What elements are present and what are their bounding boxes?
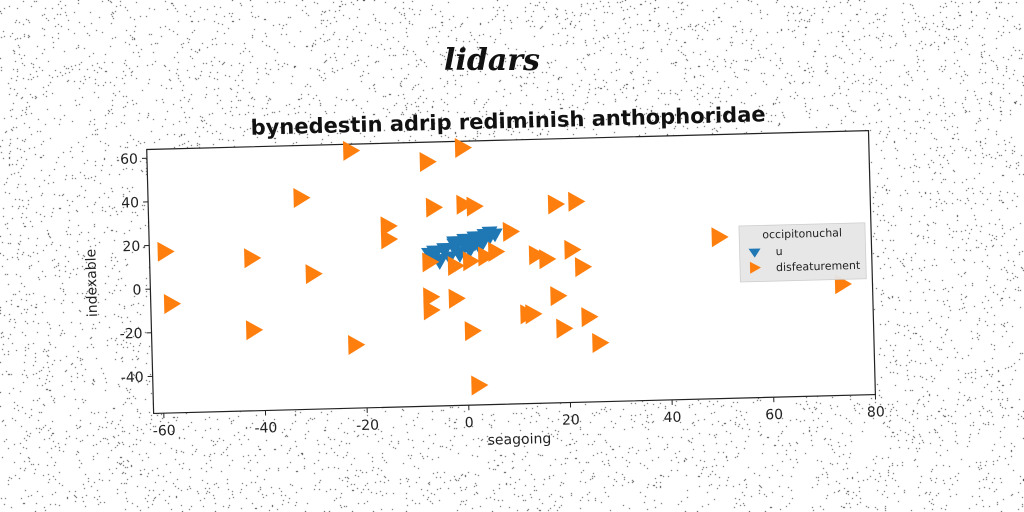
point-disfeaturement bbox=[425, 197, 444, 218]
point-disfeaturement bbox=[564, 239, 582, 260]
x-tick-label: -20 bbox=[356, 418, 379, 435]
point-disfeaturement bbox=[539, 249, 557, 270]
series-u bbox=[421, 226, 503, 270]
point-disfeaturement bbox=[245, 320, 264, 341]
x-axis-label: seagoing bbox=[487, 431, 551, 449]
point-disfeaturement bbox=[447, 256, 465, 277]
chart-title: bynedestin adrip rediminish anthophorida… bbox=[250, 102, 766, 139]
axes-group: bynedestin adrip rediminish anthophorida… bbox=[83, 102, 885, 449]
x-tick-label: -40 bbox=[254, 420, 277, 437]
point-disfeaturement bbox=[454, 137, 473, 158]
x-tick-label: 60 bbox=[765, 407, 783, 423]
point-u bbox=[446, 236, 463, 250]
point-disfeaturement bbox=[581, 307, 599, 328]
point-disfeaturement bbox=[348, 335, 366, 356]
point-u bbox=[431, 256, 448, 270]
y-axis: 60 40 20 0 -20 -40 bbox=[119, 151, 153, 387]
x-tick-label: 20 bbox=[562, 412, 580, 428]
legend-box bbox=[738, 222, 867, 283]
point-disfeaturement bbox=[464, 321, 482, 342]
point-disfeaturement bbox=[244, 248, 262, 269]
point-disfeaturement bbox=[462, 251, 481, 272]
point-disfeaturement bbox=[502, 221, 520, 242]
point-disfeaturement bbox=[568, 191, 586, 212]
point-disfeaturement bbox=[556, 318, 574, 339]
point-disfeaturement bbox=[525, 304, 543, 325]
point-disfeaturement bbox=[422, 252, 440, 273]
y-tick-label: 20 bbox=[122, 239, 140, 255]
y-tick-label: -20 bbox=[119, 326, 142, 343]
point-disfeaturement bbox=[592, 333, 610, 354]
y-tick-label: 60 bbox=[120, 151, 138, 167]
legend-title: occipitonuchal bbox=[762, 226, 842, 241]
x-tick-label: 80 bbox=[867, 404, 885, 420]
point-disfeaturement bbox=[528, 245, 547, 266]
legend-label-disfeaturement: disfeaturement bbox=[776, 259, 861, 274]
point-disfeaturement bbox=[305, 264, 323, 285]
legend: occipitonuchal u disfeaturement bbox=[738, 222, 867, 283]
point-disfeaturement bbox=[423, 300, 441, 321]
point-disfeaturement bbox=[550, 286, 568, 307]
point-disfeaturement bbox=[547, 194, 566, 215]
point-u bbox=[466, 237, 483, 252]
x-tick-label: 40 bbox=[663, 410, 681, 426]
y-tick-label: 40 bbox=[121, 195, 139, 211]
point-disfeaturement bbox=[380, 229, 399, 250]
point-u bbox=[481, 226, 498, 241]
series-disfeaturement bbox=[157, 137, 852, 396]
point-disfeaturement bbox=[380, 216, 398, 237]
point-disfeaturement bbox=[488, 241, 506, 262]
figure-suptitle: lidars bbox=[444, 43, 540, 78]
legend-label-u: u bbox=[775, 245, 782, 258]
x-tick-label: 0 bbox=[465, 415, 474, 431]
y-tick-label: 0 bbox=[132, 282, 141, 298]
point-disfeaturement bbox=[419, 152, 437, 173]
x-axis: -60 -40 -20 0 20 40 60 80 bbox=[153, 394, 885, 440]
point-disfeaturement bbox=[342, 140, 361, 161]
point-disfeaturement bbox=[471, 375, 489, 396]
legend-marker-disfeaturement bbox=[749, 261, 762, 274]
x-tick-label: -60 bbox=[153, 423, 176, 440]
point-disfeaturement bbox=[157, 241, 175, 262]
point-u bbox=[426, 245, 443, 260]
point-disfeaturement bbox=[711, 227, 729, 248]
point-disfeaturement bbox=[456, 194, 474, 215]
y-axis-label: indexable bbox=[83, 249, 101, 318]
point-disfeaturement bbox=[477, 246, 496, 267]
point-disfeaturement bbox=[466, 196, 484, 217]
point-disfeaturement bbox=[448, 288, 466, 309]
point-disfeaturement bbox=[293, 188, 311, 209]
point-disfeaturement bbox=[423, 287, 441, 308]
point-disfeaturement bbox=[574, 257, 593, 278]
y-tick-label: -40 bbox=[121, 370, 144, 387]
legend-marker-u bbox=[748, 248, 761, 258]
point-disfeaturement bbox=[163, 294, 182, 315]
plot-area bbox=[146, 130, 876, 415]
